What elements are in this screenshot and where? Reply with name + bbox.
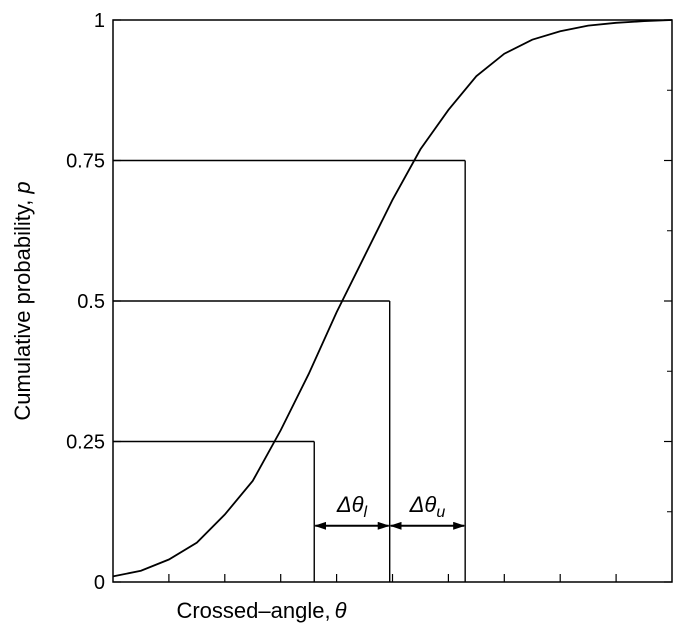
reference-lines [113, 159, 466, 582]
y-tick-label: 0.25 [66, 432, 105, 454]
annotations: Δθl Δθu [314, 492, 466, 530]
y-axis-title: Cumulative probability,p [10, 181, 35, 420]
delta-label: Δθl [336, 492, 368, 521]
y-tick-label: 0 [94, 572, 105, 594]
delta-label: Δθu [409, 492, 446, 521]
cumulative-probability-curve [112, 19, 673, 578]
y-tick-label: 0.5 [77, 291, 105, 313]
y-axis-tick-labels: 0 0.25 0.5 0.75 1 [66, 10, 105, 594]
x-axis-title: Crossed–angle, θ [176, 598, 346, 623]
y-tick-label: 0.75 [66, 151, 105, 173]
x-axis-ticks [168, 574, 617, 582]
y-tick-label: 1 [94, 10, 105, 32]
